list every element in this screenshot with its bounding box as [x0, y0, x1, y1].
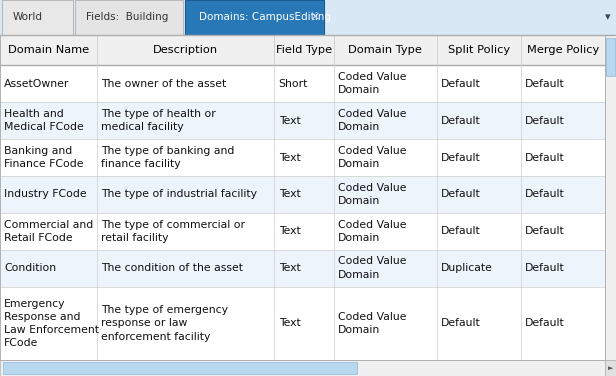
- Text: Default: Default: [525, 318, 565, 328]
- Text: Industry FCode: Industry FCode: [4, 190, 87, 199]
- Bar: [75, 0, 183, 35]
- Bar: [606, 38, 615, 76]
- Text: The type of industrial facility: The type of industrial facility: [101, 190, 257, 199]
- Text: Field Type: Field Type: [276, 45, 332, 55]
- Text: AssetOwner: AssetOwner: [4, 79, 70, 89]
- Text: World: World: [13, 12, 43, 22]
- Text: Condition: Condition: [4, 263, 57, 273]
- Text: Default: Default: [441, 318, 480, 328]
- Text: Coded Value
Domain: Coded Value Domain: [338, 220, 407, 243]
- Text: Domain Name: Domain Name: [8, 45, 89, 55]
- Text: Health and
Medical FCode: Health and Medical FCode: [4, 109, 84, 132]
- Text: Default: Default: [441, 190, 480, 199]
- Bar: [0, 65, 605, 102]
- Bar: [0, 102, 605, 139]
- Text: Emergency
Response and
Law Enforcement
FCode: Emergency Response and Law Enforcement F…: [4, 299, 99, 348]
- Bar: [185, 0, 324, 35]
- Text: Coded Value
Domain: Coded Value Domain: [338, 183, 407, 206]
- Text: The type of commercial or
retail facility: The type of commercial or retail facilit…: [101, 220, 245, 243]
- Text: Default: Default: [525, 263, 565, 273]
- Text: Short: Short: [278, 79, 308, 89]
- Text: Text: Text: [278, 226, 301, 236]
- Text: Text: Text: [278, 153, 301, 162]
- Text: Text: Text: [278, 263, 301, 273]
- Text: Default: Default: [441, 79, 480, 89]
- Text: The condition of the asset: The condition of the asset: [101, 263, 243, 273]
- Text: Text: Text: [278, 116, 301, 126]
- Text: Default: Default: [525, 79, 565, 89]
- Text: Banking and
Finance FCode: Banking and Finance FCode: [4, 146, 84, 169]
- Bar: [0, 0, 616, 35]
- Bar: [0, 213, 605, 250]
- Bar: [0, 250, 605, 287]
- Text: Commercial and
Retail FCode: Commercial and Retail FCode: [4, 220, 94, 243]
- Text: Description: Description: [153, 45, 218, 55]
- Text: Default: Default: [441, 153, 480, 162]
- Text: Coded Value
Domain: Coded Value Domain: [338, 312, 407, 335]
- Bar: [2, 0, 73, 35]
- Text: Default: Default: [441, 116, 480, 126]
- Text: The owner of the asset: The owner of the asset: [101, 79, 226, 89]
- Text: Default: Default: [525, 226, 565, 236]
- Text: Domains: CampusEditing: Domains: CampusEditing: [199, 12, 331, 22]
- Text: Split Policy: Split Policy: [448, 45, 509, 55]
- Bar: [0, 176, 605, 213]
- Text: Coded Value
Domain: Coded Value Domain: [338, 72, 407, 96]
- Text: Text: Text: [278, 190, 301, 199]
- Bar: [0, 287, 605, 360]
- Text: Text: Text: [278, 318, 301, 328]
- Text: Default: Default: [525, 153, 565, 162]
- Bar: [0, 35, 605, 65]
- Text: The type of banking and
finance facility: The type of banking and finance facility: [101, 146, 234, 169]
- Text: Default: Default: [525, 116, 565, 126]
- Bar: [0, 360, 605, 376]
- Text: ▾: ▾: [605, 12, 611, 22]
- Bar: [605, 360, 616, 376]
- Text: Fields:  Building: Fields: Building: [86, 12, 169, 22]
- Text: Duplicate: Duplicate: [441, 263, 493, 273]
- Text: The type of health or
medical facility: The type of health or medical facility: [101, 109, 216, 132]
- Text: ×: ×: [309, 11, 320, 24]
- Text: The type of emergency
response or law
enforcement facility: The type of emergency response or law en…: [101, 305, 228, 341]
- Bar: [3, 362, 357, 374]
- Bar: [605, 35, 616, 360]
- Text: Coded Value
Domain: Coded Value Domain: [338, 146, 407, 169]
- Text: ►: ►: [608, 365, 613, 371]
- Text: Domain Type: Domain Type: [348, 45, 422, 55]
- Text: Coded Value
Domain: Coded Value Domain: [338, 256, 407, 280]
- Bar: [0, 139, 605, 176]
- Text: Default: Default: [525, 190, 565, 199]
- Text: Merge Policy: Merge Policy: [527, 45, 599, 55]
- Text: Default: Default: [441, 226, 480, 236]
- Text: Coded Value
Domain: Coded Value Domain: [338, 109, 407, 132]
